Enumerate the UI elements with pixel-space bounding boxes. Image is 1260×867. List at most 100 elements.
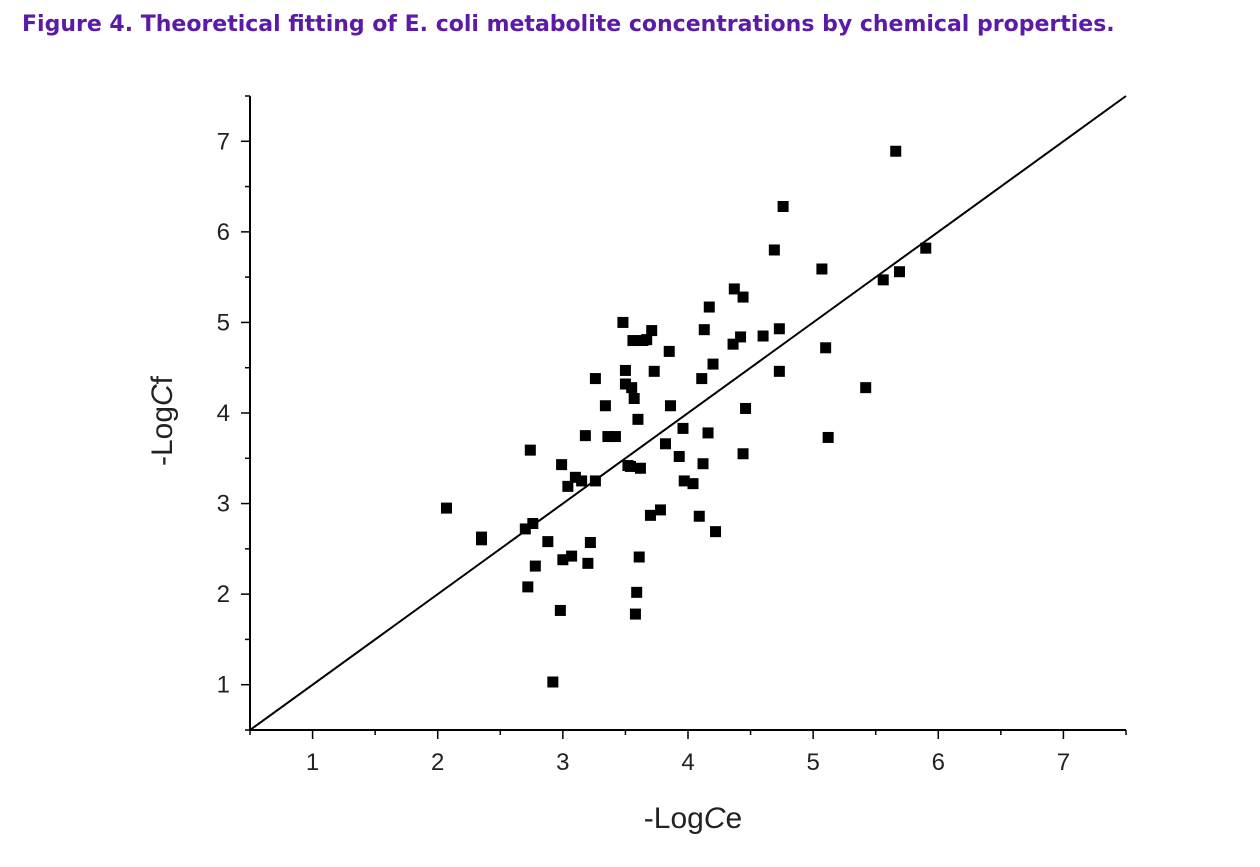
data-point xyxy=(619,378,631,390)
data-point xyxy=(562,480,574,492)
y-tick-label: 1 xyxy=(217,672,230,699)
x-axis-label-italic: C xyxy=(704,802,726,835)
data-point xyxy=(698,324,710,336)
data-point xyxy=(822,431,834,443)
y-tick-label: 5 xyxy=(217,309,230,336)
data-point xyxy=(773,365,785,377)
x-axis-label-prefix: -Log xyxy=(644,802,704,835)
y-axis-label-suffix: f xyxy=(146,375,179,384)
data-point xyxy=(697,458,709,470)
data-point xyxy=(440,502,452,514)
data-point xyxy=(522,581,534,593)
data-point xyxy=(519,523,531,535)
y-axis-label: -LogCf xyxy=(146,375,179,466)
data-point xyxy=(644,509,656,521)
x-axis-label-suffix: e xyxy=(726,802,743,835)
x-tick-label: 7 xyxy=(1057,749,1070,776)
y-axis-label-prefix: -Log xyxy=(146,406,179,466)
data-point xyxy=(626,382,638,394)
data-points xyxy=(440,145,932,688)
data-point xyxy=(609,431,621,443)
data-point xyxy=(617,316,629,328)
data-point xyxy=(678,475,690,487)
data-point xyxy=(740,402,752,414)
data-point xyxy=(860,382,872,394)
figure-title: Figure 4. Theoretical fitting of E. coli… xyxy=(22,12,1115,37)
data-point xyxy=(631,586,643,598)
data-point xyxy=(687,478,699,490)
data-point xyxy=(693,510,705,522)
data-point xyxy=(820,342,832,354)
x-tick-label: 5 xyxy=(806,749,819,776)
data-point xyxy=(557,554,569,566)
data-point xyxy=(648,365,660,377)
data-point xyxy=(659,438,671,450)
data-point xyxy=(654,504,666,516)
x-tick-label: 6 xyxy=(932,749,945,776)
y-tick-label: 6 xyxy=(217,219,230,246)
data-point xyxy=(641,334,653,346)
data-point xyxy=(735,331,747,343)
x-axis-label: -LogCe xyxy=(644,802,742,835)
data-point xyxy=(624,460,636,472)
data-point xyxy=(524,444,536,456)
x-tick-label: 2 xyxy=(431,749,444,776)
data-point xyxy=(629,608,641,620)
fit-line-layer xyxy=(249,95,1127,731)
data-point xyxy=(646,325,658,337)
data-point xyxy=(677,422,689,434)
y-tick-label: 3 xyxy=(217,491,230,518)
data-point xyxy=(589,475,601,487)
data-point xyxy=(757,330,769,342)
x-tick-label: 4 xyxy=(681,749,694,776)
data-point xyxy=(634,462,646,474)
data-point xyxy=(582,557,594,569)
data-point xyxy=(702,427,714,439)
y-axis-label-italic: C xyxy=(146,384,179,406)
data-point xyxy=(599,400,611,412)
data-point xyxy=(768,244,780,256)
data-point xyxy=(569,471,581,483)
data-point xyxy=(727,338,739,350)
data-point xyxy=(633,551,645,563)
data-point xyxy=(602,431,614,443)
data-point xyxy=(476,531,488,543)
data-point xyxy=(589,373,601,385)
data-point xyxy=(632,413,644,425)
data-point xyxy=(566,550,578,562)
x-tick-label: 1 xyxy=(306,749,319,776)
data-point xyxy=(877,274,889,286)
data-point xyxy=(890,145,902,157)
data-point xyxy=(554,604,566,616)
data-point xyxy=(777,200,789,212)
data-point xyxy=(728,283,740,295)
data-point xyxy=(542,536,554,548)
data-point xyxy=(673,450,685,462)
x-tick-label: 3 xyxy=(556,749,569,776)
data-point xyxy=(696,373,708,385)
data-point xyxy=(527,517,539,529)
data-point xyxy=(547,676,559,688)
data-point xyxy=(627,335,639,347)
data-point xyxy=(584,537,596,549)
data-point xyxy=(773,323,785,335)
data-point xyxy=(556,459,568,471)
tick-labels: 1 2 3 4 5 6 7 1 2 3 4 5 6 7 xyxy=(217,128,1070,776)
y-tick-label: 7 xyxy=(217,128,230,155)
axes xyxy=(241,95,1127,739)
data-point xyxy=(737,291,749,303)
data-point xyxy=(529,560,541,572)
data-point xyxy=(619,364,631,376)
data-point xyxy=(663,345,675,357)
fit-line xyxy=(249,95,1127,731)
data-point xyxy=(576,475,588,487)
data-point xyxy=(664,400,676,412)
y-tick-label: 2 xyxy=(217,581,230,608)
data-point xyxy=(707,358,719,370)
y-tick-label: 4 xyxy=(217,400,230,427)
data-point xyxy=(710,526,722,538)
data-point xyxy=(816,263,828,275)
data-point xyxy=(703,301,715,313)
